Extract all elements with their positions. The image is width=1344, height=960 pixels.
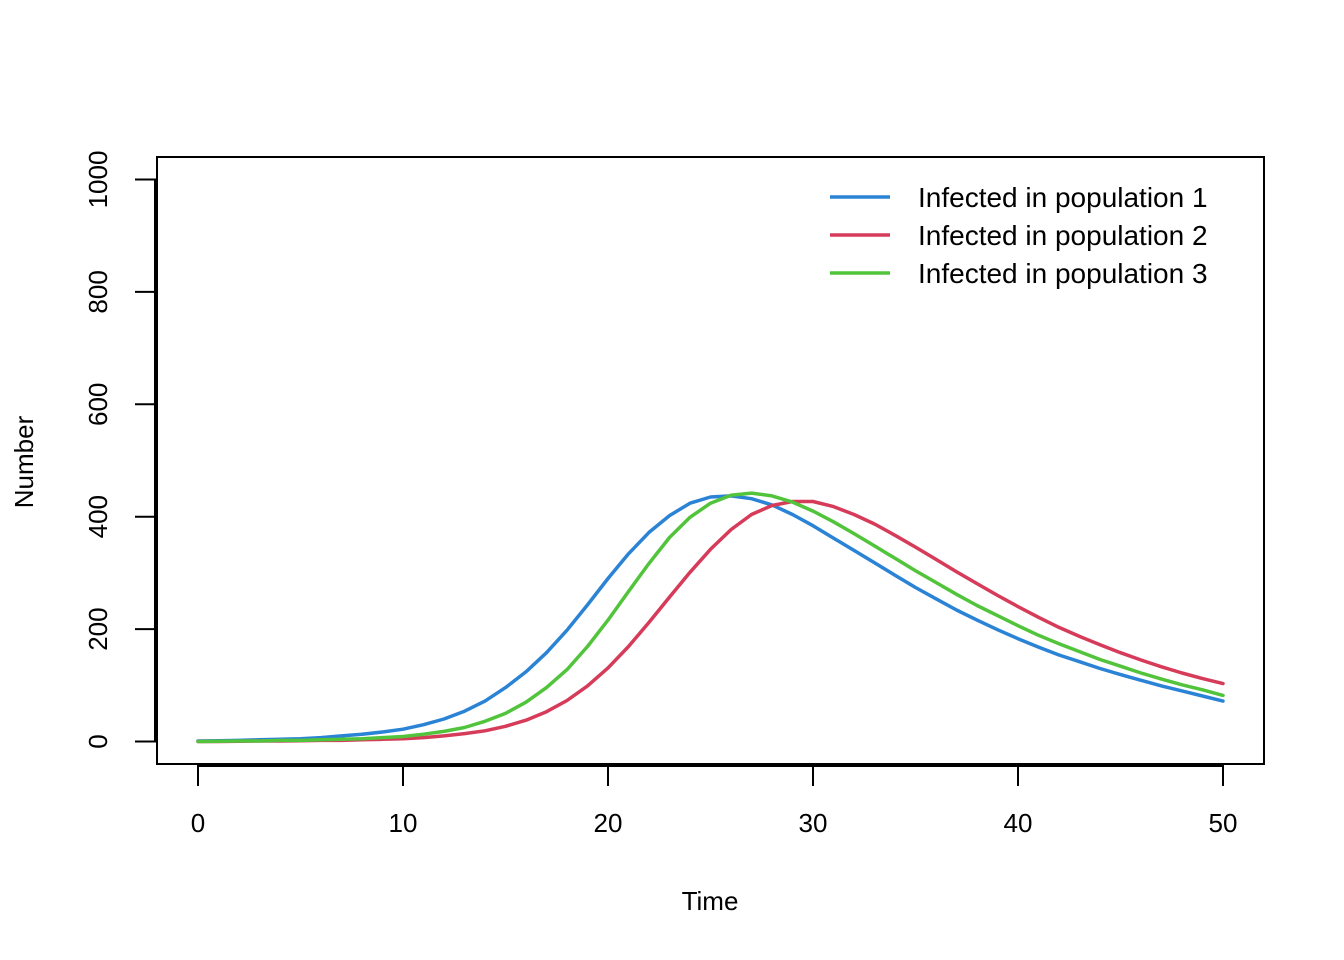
series-line-3 <box>196 491 1225 744</box>
x-tick-label: 50 <box>1209 808 1238 838</box>
y-axis-label: Number <box>9 415 39 508</box>
x-tick-label: 20 <box>594 808 623 838</box>
x-axis-label: Time <box>682 886 739 916</box>
legend-label-2: Infected in population 2 <box>918 220 1208 251</box>
legend-label-1: Infected in population 1 <box>918 182 1208 213</box>
x-axis: 0 10 20 30 40 50 <box>191 764 1238 838</box>
y-tick-label: 400 <box>83 495 113 538</box>
y-tick-label: 800 <box>83 270 113 313</box>
x-tick-label: 30 <box>799 808 828 838</box>
series-line-2 <box>196 499 1225 744</box>
x-tick-label: 10 <box>389 808 418 838</box>
legend: Infected in population 1 Infected in popu… <box>830 182 1208 289</box>
legend-label-3: Infected in population 3 <box>918 258 1208 289</box>
y-tick-label: 0 <box>83 734 113 748</box>
y-tick-label: 600 <box>83 383 113 426</box>
y-tick-label: 200 <box>83 607 113 650</box>
x-tick-label: 0 <box>191 808 205 838</box>
plot-frame <box>156 156 1265 765</box>
y-axis: 0 200 400 600 800 1000 <box>83 151 157 749</box>
series-layer <box>196 491 1225 744</box>
series-line-1 <box>196 494 1225 743</box>
x-tick-label: 40 <box>1004 808 1033 838</box>
y-tick-label: 1000 <box>83 151 113 209</box>
